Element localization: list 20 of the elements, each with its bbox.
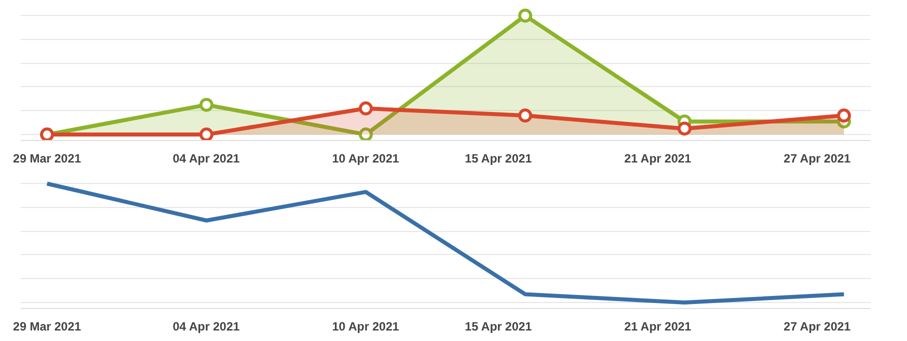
point xyxy=(518,108,532,123)
x-tick-label: 04 Apr 2021 xyxy=(172,152,240,166)
x-tick-label: 04 Apr 2021 xyxy=(172,320,240,334)
x-tick-label: 21 Apr 2021 xyxy=(624,320,692,334)
point xyxy=(518,8,532,23)
x-tick-label: 27 Apr 2021 xyxy=(784,152,851,166)
x-tick-label: 27 Apr 2021 xyxy=(784,320,851,334)
point xyxy=(199,98,214,112)
x-tick-label: 29 Mar 2021 xyxy=(13,320,82,334)
point xyxy=(678,122,692,136)
x-tick-label: 10 Apr 2021 xyxy=(332,320,400,334)
x-tick-label: 21 Apr 2021 xyxy=(624,152,692,166)
x-tick-label: 15 Apr 2021 xyxy=(464,320,532,334)
x-tick-label: 10 Apr 2021 xyxy=(332,152,400,166)
point xyxy=(358,128,373,140)
x-tick-label: 29 Mar 2021 xyxy=(13,152,82,166)
x-tick-label: 15 Apr 2021 xyxy=(464,152,532,166)
point xyxy=(199,128,214,140)
point xyxy=(358,101,373,116)
point xyxy=(836,108,851,123)
